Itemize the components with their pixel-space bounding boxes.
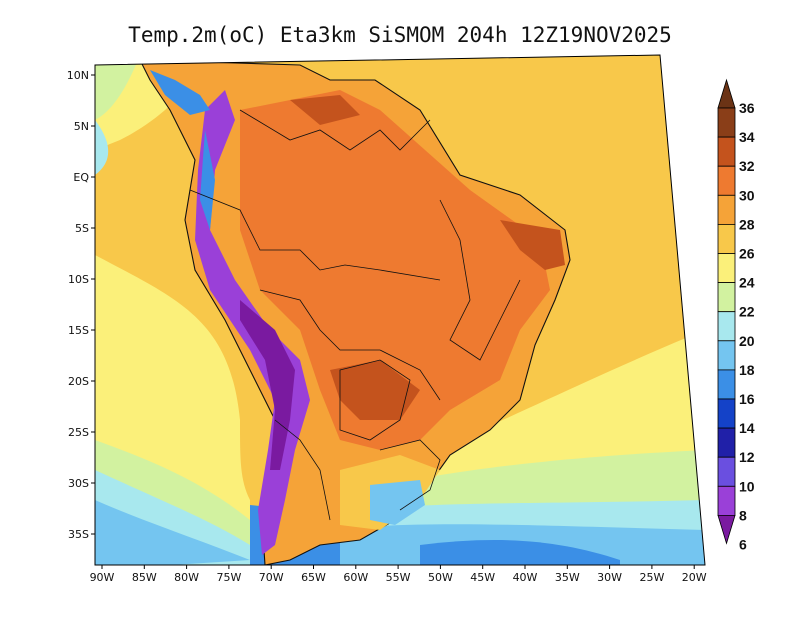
lon-tick-label: 55W [386,571,411,584]
colorbar: 36 34 32 30 28 26 24 22 20 18 16 14 12 10 8 6 [717,78,755,553]
ocean-pacific-colder [95,500,250,565]
land-hot-interior [240,90,550,450]
colorbar-label: 8 [739,507,747,523]
colorbar-swatch [717,485,736,516]
colorbar-swatch [717,282,736,313]
lon-tick-label: 60W [343,571,368,584]
border-amazon [189,189,441,281]
colorbar-swatch [717,340,736,371]
map-title: Temp.2m(oC) Eta3km SiSMOM 204h 12Z19NOV2… [128,23,672,47]
lat-tick-label: EQ [73,171,89,184]
border-paraguay [339,359,411,441]
colorbar-label: 34 [739,129,755,145]
colorbar-label: 24 [739,275,755,291]
lat-tick-label: 35S [68,528,89,541]
lat-tick-label: 10N [67,69,89,82]
lon-tick-label: 65W [301,571,326,584]
colorbar-label: 14 [739,420,755,436]
lat-tick-label: 5S [75,222,89,235]
border-uruguay [379,439,441,511]
lat-tick-label: 25S [68,426,89,439]
colorbar-label: 20 [739,333,755,349]
border-bolivia [259,289,441,401]
colorbar-swatch [717,253,736,284]
colorbar-swatch [717,136,736,167]
lat-tick-label: 20S [68,375,89,388]
land-very-hot-chaco [330,360,420,420]
andes-venezuela-cool [150,70,210,115]
lon-tick-label: 90W [90,571,115,584]
andes-coldest [240,300,295,470]
border-chile-argentina [274,419,331,521]
colorbar-label: 26 [739,246,755,262]
colorbar-top-arrow [717,78,736,109]
colorbar-label: 22 [739,304,755,320]
lat-tick-label: 15S [68,324,89,337]
lon-tick-label: 85W [132,571,157,584]
ocean-galapagos [95,120,109,175]
map-plot-area [95,55,705,565]
latitude-ticks: 10N 5N EQ 5S 10S 15S 20S 25S 30S 35S [67,69,95,541]
lon-tick-label: 35W [555,571,580,584]
lon-tick-label: 40W [513,571,538,584]
andes-north-cool [200,130,215,230]
lat-tick-label: 10S [68,273,89,286]
colorbar-label: 18 [739,362,755,378]
colorbar-label: 12 [739,449,755,465]
colorbar-swatch [717,427,736,458]
border-brazil-states [439,199,521,361]
border-north [239,109,431,151]
lon-tick-label: 80W [174,571,199,584]
colorbar-swatch [717,456,736,487]
lon-tick-label: 70W [259,571,284,584]
ocean-caribbean-cool [95,55,140,120]
colorbar-swatch [717,398,736,429]
colorbar-label: 36 [739,100,755,116]
lon-tick-label: 25W [639,571,664,584]
colorbar-swatch [717,311,736,342]
colorbar-label: 30 [739,187,755,203]
colorbar-bottom-arrow [717,515,736,545]
colorbar-label: 6 [739,537,747,553]
lon-tick-label: 50W [428,571,453,584]
colorbar-label: 28 [739,216,755,232]
lat-tick-label: 30S [68,477,89,490]
land-uruguay-cool [370,480,425,525]
colorbar-swatch [717,165,736,196]
lat-tick-label: 5N [74,120,89,133]
land-very-hot-northeast [500,220,565,270]
lon-tick-label: 20W [682,571,707,584]
colorbar-label: 10 [739,478,755,494]
colorbar-swatch [717,223,736,254]
colorbar-swatch [717,369,736,400]
colorbar-label: 32 [739,158,755,174]
colorbar-swatch [717,194,736,225]
lon-tick-label: 30W [597,571,622,584]
colorbar-swatch [717,107,736,138]
longitude-ticks: 90W 85W 80W 75W 70W 65W 60W 55W 50W 45W 40W 35W 30W 2… [90,565,707,584]
lon-tick-label: 45W [470,571,495,584]
colorbar-label: 16 [739,391,755,407]
lon-tick-label: 75W [216,571,241,584]
land-very-hot-north [290,95,360,125]
ocean-atlantic-coldest [420,540,620,565]
